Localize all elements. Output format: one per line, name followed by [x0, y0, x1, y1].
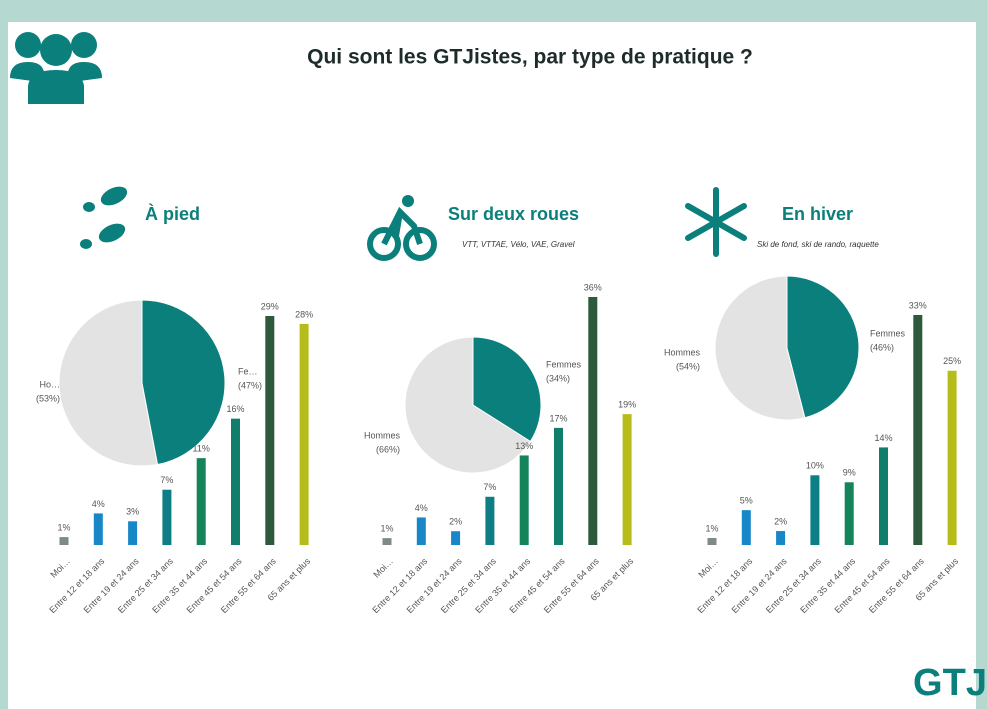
logo: GTJ [913, 662, 987, 704]
bike-icon [367, 195, 437, 261]
bar-value-label: 28% [295, 309, 313, 319]
bar [879, 447, 888, 545]
panel-subtitle: Ski de fond, ski de rando, raquette [757, 240, 879, 249]
bar-value-label: 29% [261, 301, 279, 311]
bar-value-label: 16% [226, 404, 244, 414]
panel-title: En hiver [782, 204, 853, 224]
slice-value-label: (47%) [238, 380, 262, 390]
slice-value-label: (53%) [36, 393, 60, 403]
bar-value-label: 2% [774, 516, 787, 526]
bar [947, 370, 957, 545]
bar-value-label: 36% [584, 282, 602, 292]
bar-value-label: 9% [843, 468, 856, 478]
bar-value-label: 4% [415, 503, 428, 513]
bar-value-label: 17% [549, 413, 567, 423]
slice-label: Hommes [364, 430, 401, 440]
bar-value-label: 14% [874, 433, 892, 443]
bar [485, 496, 495, 545]
bar [588, 297, 598, 545]
bar-value-label: 25% [943, 356, 961, 366]
pie-slice [786, 275, 860, 419]
slice-value-label: (34%) [546, 373, 570, 383]
bar-value-label: 1% [380, 523, 393, 533]
people-icon [10, 32, 102, 104]
bar [844, 482, 854, 545]
bar [59, 537, 69, 545]
bar [299, 323, 309, 545]
bar [776, 531, 786, 545]
pie-slice [472, 336, 542, 443]
slice-value-label: (46%) [870, 342, 894, 352]
pie-slice [404, 336, 532, 474]
slice-label: Femmes [870, 328, 906, 338]
pie-slice [58, 299, 159, 467]
slice-label: Ho… [39, 379, 60, 389]
bar [810, 475, 820, 545]
bar-value-label: 2% [449, 517, 462, 527]
bar-value-label: 1% [57, 522, 70, 532]
bar [93, 513, 103, 545]
bar [707, 538, 717, 545]
bar [741, 510, 751, 545]
page-title: Qui sont les GTJistes, par type de prati… [307, 46, 753, 69]
bar [416, 517, 426, 545]
bar [913, 315, 923, 545]
bar-value-label: 11% [193, 444, 210, 454]
bar-value-label: 1% [705, 523, 718, 533]
bar-value-label: 5% [740, 496, 753, 506]
bar-value-label: 19% [618, 399, 636, 409]
footprints-icon [80, 186, 128, 249]
bar-value-label: 7% [160, 475, 173, 485]
bar-value-label: 7% [483, 482, 496, 492]
slice-value-label: (66%) [376, 444, 400, 454]
bar [265, 316, 275, 545]
bar [231, 418, 240, 545]
panel-title: Sur deux roues [448, 204, 579, 224]
pie-slice [141, 299, 226, 466]
bar [128, 521, 138, 545]
slice-label: Fe… [238, 366, 258, 376]
bar-value-label: 13% [515, 441, 533, 451]
bar [162, 489, 172, 545]
pie-slice [714, 275, 806, 421]
slice-label: Hommes [664, 347, 701, 357]
bar-value-label: 10% [806, 461, 824, 471]
panel-subtitle: VTT, VTTAE, Vélo, VAE, Gravel [462, 240, 575, 249]
bar [382, 538, 392, 545]
snowflake-icon [685, 187, 747, 257]
bar [622, 414, 632, 545]
bar [554, 427, 563, 545]
bar-value-label: 33% [909, 300, 927, 310]
bar [519, 455, 529, 545]
slice-label: Femmes [546, 359, 582, 369]
bar [196, 458, 206, 545]
panel-title: À pied [145, 203, 200, 224]
slice-value-label: (54%) [676, 361, 700, 371]
bar [451, 531, 461, 545]
bar-value-label: 4% [92, 499, 105, 509]
bar-value-label: 3% [126, 507, 139, 517]
